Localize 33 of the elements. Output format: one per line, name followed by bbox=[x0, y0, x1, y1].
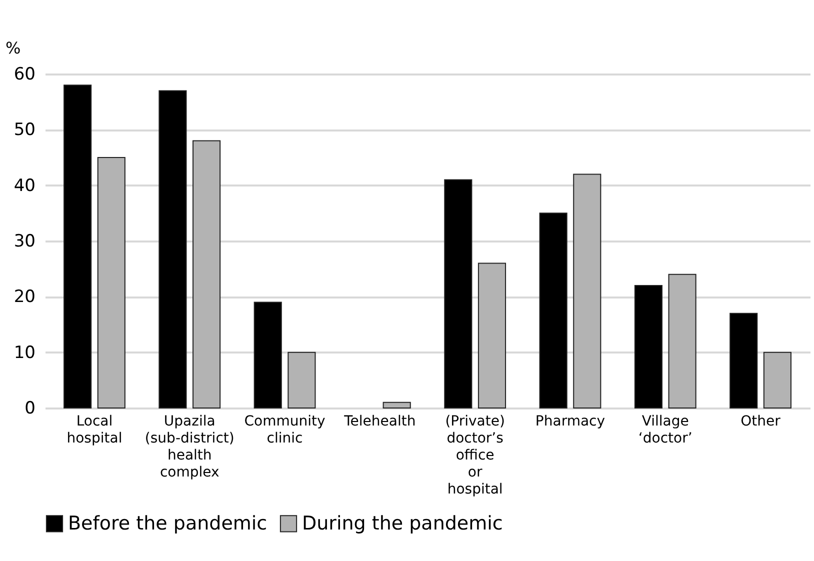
bar bbox=[634, 285, 662, 408]
bar bbox=[478, 262, 506, 408]
bar bbox=[763, 352, 792, 408]
bar bbox=[64, 84, 92, 408]
y-axis-title: % bbox=[6, 38, 21, 58]
bar bbox=[288, 352, 316, 408]
y-tick-label: 30 bbox=[14, 232, 36, 252]
bar bbox=[158, 90, 187, 408]
bar bbox=[97, 157, 126, 408]
y-tick-label: 60 bbox=[14, 64, 36, 84]
legend-label: During the pandemic bbox=[302, 512, 503, 535]
y-tick-label: 10 bbox=[14, 342, 36, 363]
x-tick-label: Telehealth bbox=[343, 414, 416, 430]
bar bbox=[668, 274, 696, 408]
bar bbox=[192, 140, 221, 408]
x-tick-label: Village ‘doctor’ bbox=[638, 414, 692, 446]
bar bbox=[254, 302, 282, 408]
bar bbox=[382, 402, 411, 408]
y-tick-label: 0 bbox=[24, 398, 36, 418]
legend-label: Before the pandemic bbox=[68, 512, 268, 535]
x-tick-label: (Private) doctor’s office or hospital bbox=[445, 414, 505, 498]
x-tick-label: Pharmacy bbox=[535, 414, 606, 430]
bar bbox=[444, 179, 472, 408]
bar bbox=[539, 212, 568, 408]
bar bbox=[573, 174, 602, 408]
x-tick-label: Other bbox=[740, 414, 781, 430]
x-tick-label: Community clinic bbox=[244, 414, 326, 446]
x-tick-label: Upazila (sub-district) health complex bbox=[144, 414, 234, 480]
bar bbox=[730, 312, 758, 408]
y-tick-label: 20 bbox=[14, 287, 36, 308]
y-tick-label: 40 bbox=[14, 176, 36, 196]
y-tick-label: 50 bbox=[14, 120, 36, 140]
x-tick-label: Local hospital bbox=[66, 414, 122, 446]
